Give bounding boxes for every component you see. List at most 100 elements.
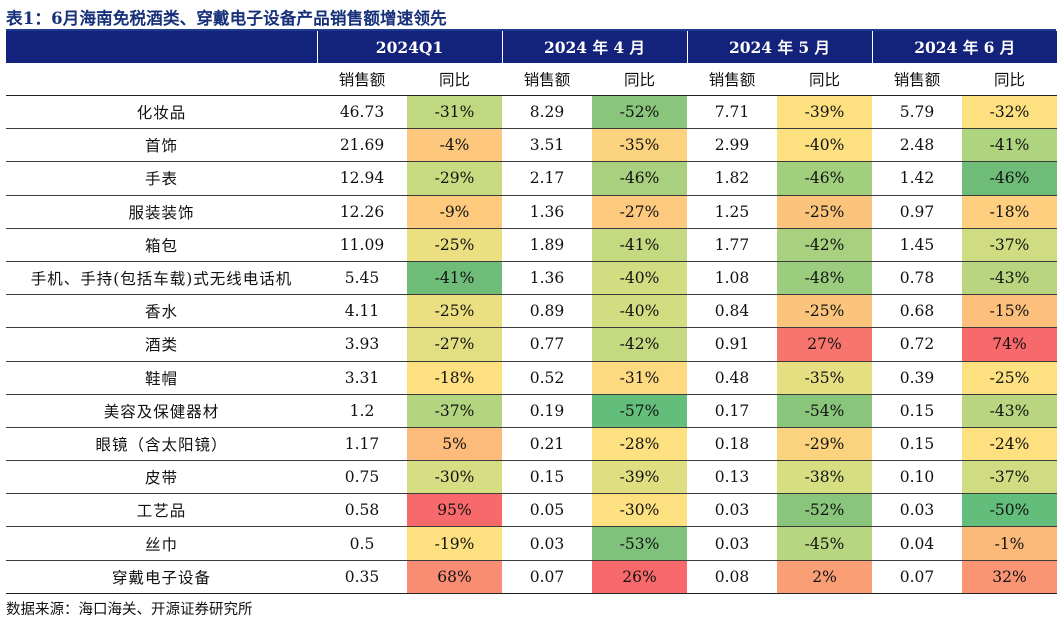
sales-table: 2024Q1 2024 年 4 月 2024 年 5 月 2024 年 6 月 … [6,31,1057,594]
table-row: 工艺品 0.58 95% 0.05 -30% 0.03 -52% 0.03 -50% [6,493,1057,528]
sales-cell: 8.29 [502,95,592,130]
yoy-cell: -27% [407,327,502,362]
sales-cell: 0.75 [317,460,407,495]
yoy-cell: -24% [962,427,1057,462]
yoy-cell: -52% [777,493,872,528]
yoy-cell: 74% [962,327,1057,362]
yoy-cell: -45% [777,526,872,561]
subheader-yoy: 同比 [592,63,687,96]
sales-cell: 0.03 [872,493,962,528]
yoy-cell: -53% [592,526,687,561]
sales-cell: 0.03 [502,526,592,561]
yoy-cell: -39% [592,460,687,495]
yoy-cell: -54% [777,394,872,428]
sales-cell: 0.72 [872,327,962,362]
sales-cell: 0.19 [502,394,592,428]
category-name: 酒类 [6,327,317,362]
yoy-cell: -48% [777,261,872,296]
yoy-cell: -18% [407,361,502,395]
sales-cell: 0.04 [872,526,962,561]
period-header-row: 2024Q1 2024 年 4 月 2024 年 5 月 2024 年 6 月 [6,31,1057,63]
sales-cell: 5.79 [872,95,962,130]
table-row: 美容及保健器材 1.2 -37% 0.19 -57% 0.17 -54% 0.15 -43% [6,394,1057,428]
sales-cell: 1.36 [502,195,592,229]
yoy-cell: -40% [592,261,687,296]
sales-cell: 12.26 [317,195,407,229]
yoy-cell: -28% [592,427,687,462]
yoy-cell: -18% [962,195,1057,229]
sales-cell: 1.08 [687,261,777,296]
category-name: 服装装饰 [6,195,317,229]
period-header-april: 2024 年 4 月 [501,31,687,63]
category-name: 美容及保健器材 [6,394,317,428]
sales-cell: 1.82 [687,161,777,196]
yoy-cell: -25% [962,361,1057,395]
sales-cell: 0.97 [872,195,962,229]
yoy-cell: -1% [962,526,1057,561]
sales-cell: 0.39 [872,361,962,395]
sales-cell: 0.17 [687,394,777,428]
category-name: 首饰 [6,128,317,163]
category-name: 手机、手持(包括车载)式无线电话机 [6,261,317,296]
yoy-cell: -29% [777,427,872,462]
sales-cell: 0.13 [687,460,777,495]
sales-cell: 0.15 [872,427,962,462]
yoy-cell: -41% [962,128,1057,163]
yoy-cell: -31% [592,361,687,395]
sales-cell: 4.11 [317,294,407,329]
subheader-row: 销售额 同比 销售额 同比 销售额 同比 销售额 同比 [6,63,1057,96]
sales-cell: 0.68 [872,294,962,329]
subheader-yoy: 同比 [777,63,872,96]
sales-cell: 46.73 [317,95,407,130]
sales-cell: 1.25 [687,195,777,229]
yoy-cell: 95% [407,493,502,528]
sales-cell: 3.93 [317,327,407,362]
sales-cell: 12.94 [317,161,407,196]
table-row: 首饰 21.69 -4% 3.51 -35% 2.99 -40% 2.48 -41% [6,128,1057,163]
sales-cell: 0.15 [502,460,592,495]
sales-cell: 1.89 [502,228,592,262]
header-blank [6,31,317,63]
subheader-sales: 销售额 [317,63,407,96]
category-name: 手表 [6,161,317,196]
yoy-cell: -39% [777,95,872,130]
period-header-june: 2024 年 6 月 [871,31,1057,63]
sales-cell: 2.17 [502,161,592,196]
table-row: 皮带 0.75 -30% 0.15 -39% 0.13 -38% 0.10 -37% [6,460,1057,495]
sales-cell: 0.89 [502,294,592,329]
sales-cell: 0.03 [687,526,777,561]
table-row: 服装装饰 12.26 -9% 1.36 -27% 1.25 -25% 0.97 -18% [6,195,1057,229]
sales-cell: 11.09 [317,228,407,262]
sales-cell: 2.48 [872,128,962,163]
yoy-cell: -19% [407,526,502,561]
yoy-cell: 32% [962,560,1057,594]
yoy-cell: -25% [777,294,872,329]
sales-cell: 0.07 [502,560,592,594]
yoy-cell: -42% [592,327,687,362]
category-name: 眼镜（含太阳镜） [6,427,317,462]
sales-cell: 1.42 [872,161,962,196]
sales-cell: 1.17 [317,427,407,462]
subheader-sales: 销售额 [502,63,592,96]
yoy-cell: -25% [777,195,872,229]
yoy-cell: -43% [962,261,1057,296]
yoy-cell: -43% [962,394,1057,428]
sales-cell: 0.77 [502,327,592,362]
sales-cell: 0.07 [872,560,962,594]
yoy-cell: 68% [407,560,502,594]
yoy-cell: 5% [407,427,502,462]
sales-cell: 0.58 [317,493,407,528]
sales-cell: 5.45 [317,261,407,296]
yoy-cell: -41% [407,261,502,296]
table-body: 化妆品 46.73 -31% 8.29 -52% 7.71 -39% 5.79 -32% 首饰 21… [6,95,1057,594]
yoy-cell: -25% [407,228,502,262]
sales-cell: 0.91 [687,327,777,362]
source-note: 数据来源：海口海关、开源证券研究所 [6,602,253,618]
yoy-cell: 2% [777,560,872,594]
sales-cell: 7.71 [687,95,777,130]
yoy-cell: -30% [407,460,502,495]
yoy-cell: 26% [592,560,687,594]
sales-cell: 0.18 [687,427,777,462]
sales-cell: 0.48 [687,361,777,395]
yoy-cell: -37% [962,460,1057,495]
